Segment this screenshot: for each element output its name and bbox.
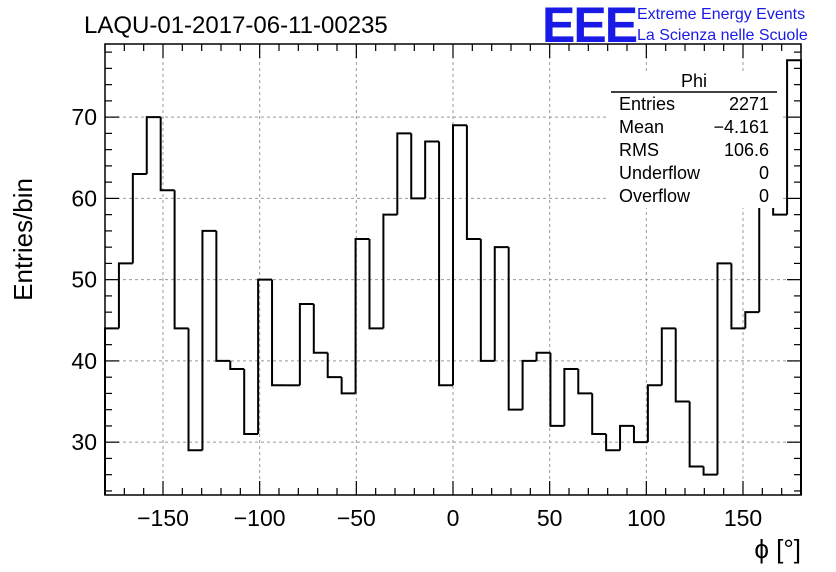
histogram-bin-27 bbox=[479, 239, 495, 362]
histogram-bin-6 bbox=[187, 328, 203, 452]
stats-value-overflow: 0 bbox=[759, 186, 769, 206]
y-tick-labels: 30 40 50 60 70 bbox=[71, 104, 97, 455]
histogram-bin-2 bbox=[131, 173, 147, 264]
plot-title: LAQU-01-2017-06-11-00235 bbox=[84, 12, 388, 39]
histogram-bin-43 bbox=[702, 466, 718, 476]
histogram-bin-32 bbox=[549, 352, 565, 427]
histogram-bin-11 bbox=[257, 278, 273, 435]
x-axis-title: ϕ [°] bbox=[754, 534, 801, 564]
stats-box-title: Phi bbox=[681, 71, 707, 91]
histogram-bin-23 bbox=[424, 140, 440, 199]
histogram-bin-18 bbox=[354, 238, 370, 394]
histogram-bin-28 bbox=[493, 246, 509, 361]
stats-label-overflow: Overflow bbox=[619, 186, 691, 206]
x-tick-label-0: −150 bbox=[137, 505, 189, 531]
x-tick-label-2: −50 bbox=[337, 505, 376, 531]
x-tick-label-3: 0 bbox=[447, 505, 460, 531]
histogram-bin-22 bbox=[410, 133, 426, 200]
logo-line1: Extreme Energy Events bbox=[637, 6, 805, 23]
histogram-bin-31 bbox=[535, 351, 551, 361]
stats-label-underflow: Underflow bbox=[619, 163, 701, 183]
histogram-bin-20 bbox=[382, 213, 398, 329]
histogram-bin-39 bbox=[646, 384, 662, 443]
y-tick-label-1: 40 bbox=[71, 348, 97, 374]
histogram-bin-45 bbox=[730, 263, 746, 330]
logo: EEE Extreme Energy Events La Scienza nel… bbox=[542, 0, 808, 53]
histogram-bin-44 bbox=[716, 262, 732, 475]
logo-line2: La Scienza nelle Scuole bbox=[637, 27, 808, 44]
x-tick-label-1: −100 bbox=[234, 505, 286, 531]
x-tick-label-5: 100 bbox=[627, 505, 665, 531]
y-tick-label-0: 30 bbox=[71, 429, 97, 455]
histogram-bin-16 bbox=[326, 352, 342, 379]
histogram-bin-19 bbox=[368, 239, 384, 330]
axis-ticks bbox=[104, 44, 802, 495]
stats-value-entries: 2271 bbox=[729, 94, 769, 114]
stats-value-underflow: 0 bbox=[759, 163, 769, 183]
histogram-bin-1 bbox=[117, 262, 133, 329]
y-tick-label-4: 70 bbox=[71, 104, 97, 130]
x-tick-label-6: 150 bbox=[724, 505, 762, 531]
histogram-bin-0 bbox=[104, 327, 119, 495]
histogram-bin-10 bbox=[243, 369, 259, 436]
histogram-bin-15 bbox=[312, 304, 328, 354]
logo-mark: EEE bbox=[542, 0, 637, 53]
histogram-bin-4 bbox=[159, 117, 175, 192]
histogram-bins bbox=[104, 59, 802, 495]
histogram-bin-38 bbox=[632, 425, 648, 444]
histogram-bin-14 bbox=[298, 303, 314, 386]
histogram-bin-33 bbox=[563, 368, 579, 426]
histogram-bin-12 bbox=[271, 279, 286, 387]
histogram-bin-29 bbox=[507, 247, 523, 411]
x-tick-labels: −150 −100 −50 0 50 100 150 bbox=[137, 505, 762, 531]
histogram-bin-17 bbox=[340, 377, 356, 395]
stats-value-mean: −4.161 bbox=[713, 117, 769, 137]
histogram-bin-41 bbox=[674, 328, 690, 403]
histogram-bin-35 bbox=[591, 393, 607, 436]
histogram-bin-34 bbox=[577, 369, 593, 395]
stats-label-entries: Entries bbox=[619, 94, 675, 114]
histogram-bin-8 bbox=[215, 230, 231, 362]
histogram-bin-37 bbox=[619, 424, 634, 451]
histogram-bin-30 bbox=[521, 359, 537, 410]
histogram-bin-24 bbox=[438, 141, 453, 387]
histogram-bin-7 bbox=[201, 229, 217, 451]
stats-label-mean: Mean bbox=[619, 117, 664, 137]
histogram-bin-46 bbox=[744, 311, 760, 329]
histogram-bin-5 bbox=[173, 190, 189, 330]
histogram-bin-42 bbox=[688, 401, 704, 468]
stats-box-background bbox=[608, 72, 780, 208]
histogram-bin-48 bbox=[772, 206, 788, 216]
histogram-bin-3 bbox=[145, 116, 161, 175]
histogram-bin-49 bbox=[786, 59, 802, 495]
y-tick-label-3: 60 bbox=[71, 185, 97, 211]
y-axis-title: Entries/bin bbox=[8, 178, 38, 301]
histogram-bin-25 bbox=[452, 124, 467, 386]
histogram-bin-21 bbox=[396, 132, 412, 215]
histogram-bin-40 bbox=[660, 327, 676, 386]
histogram-bin-26 bbox=[465, 125, 481, 241]
stats-box: Phi Entries 2271 Mean −4.161 RMS 106.6 U… bbox=[608, 71, 780, 208]
x-tick-label-4: 50 bbox=[537, 505, 563, 531]
histogram-bin-47 bbox=[758, 205, 774, 313]
histogram-bin-36 bbox=[605, 434, 621, 452]
y-tick-label-2: 50 bbox=[71, 267, 97, 293]
stats-value-rms: 106.6 bbox=[724, 140, 769, 160]
histogram-bin-9 bbox=[229, 360, 245, 371]
stats-label-rms: RMS bbox=[619, 140, 659, 160]
